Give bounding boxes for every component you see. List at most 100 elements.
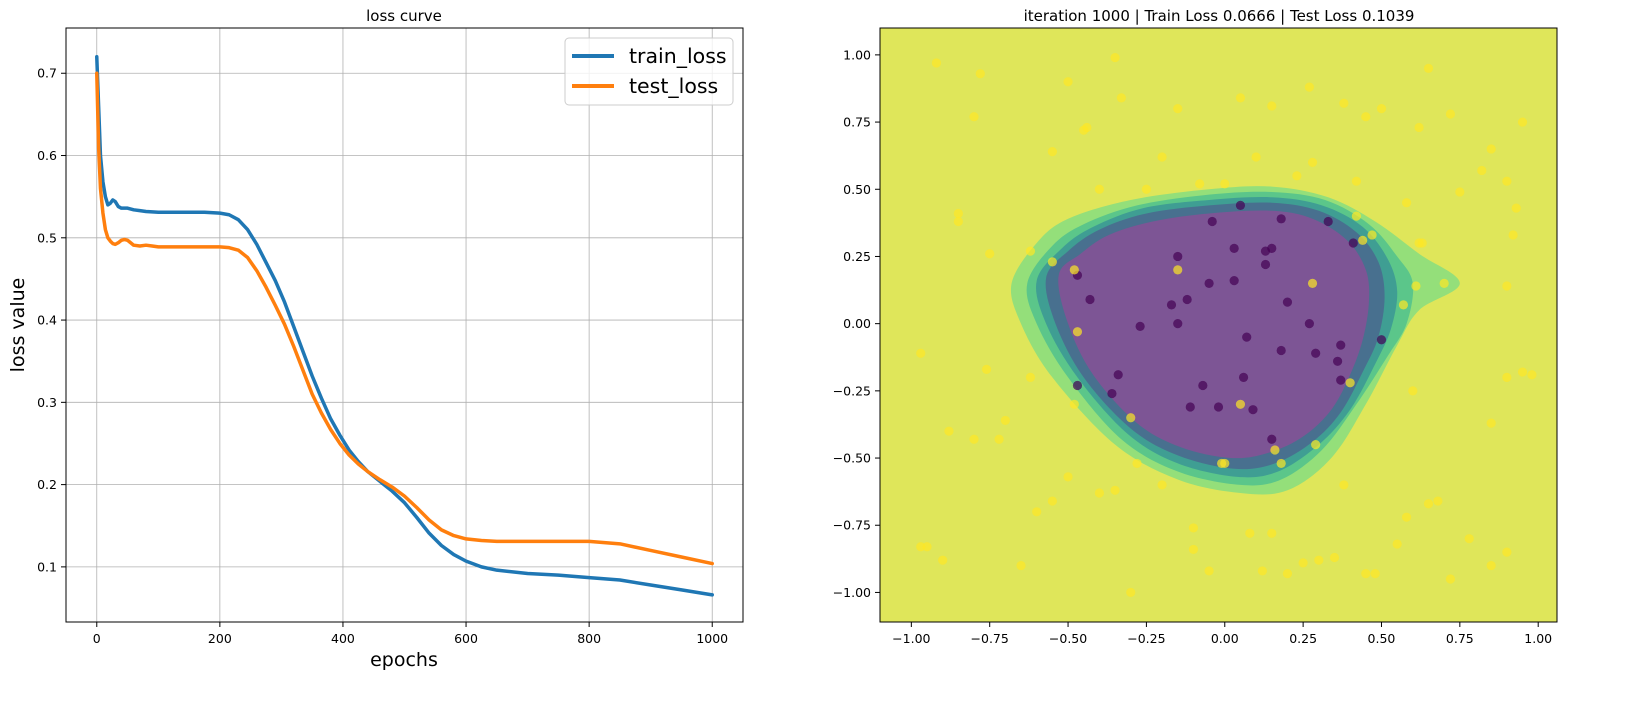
- scatter-point-class-1: [1517, 367, 1528, 377]
- scatter-point-class-1: [1016, 560, 1026, 571]
- scatter-point-class-1: [1464, 534, 1474, 544]
- scatter-point-class-1: [1370, 569, 1380, 579]
- scatter-point-class-1: [1414, 122, 1424, 133]
- y-tick-label: 0.4: [37, 313, 57, 328]
- scatter-point-class-1: [1063, 472, 1073, 482]
- x-axis-label: epochs: [370, 649, 438, 671]
- scatter-point-class-0: [1173, 251, 1183, 262]
- scatter-point-class-1: [1276, 458, 1286, 469]
- scatter-point-class-1: [1477, 165, 1487, 176]
- scatter-point-class-1: [1502, 372, 1512, 383]
- scatter-point-class-0: [1311, 348, 1321, 358]
- scatter-point-class-1: [1298, 558, 1308, 568]
- scatter-point-class-0: [1085, 294, 1095, 305]
- x-tick-label: −0.25: [1127, 631, 1165, 646]
- scatter-point-class-1: [1455, 187, 1465, 197]
- y-tick-label: 0.3: [37, 395, 57, 410]
- scatter-point-class-1: [1000, 415, 1010, 426]
- scatter-point-class-1: [1173, 265, 1183, 275]
- y-tick-label: 0.1: [37, 559, 57, 574]
- scatter-point-class-1: [1502, 281, 1512, 291]
- scatter-point-class-1: [1502, 176, 1512, 186]
- scatter-point-class-1: [1445, 574, 1456, 584]
- x-tick-label: 1.00: [1524, 631, 1552, 646]
- scatter-point-class-1: [1401, 198, 1412, 208]
- scatter-point-class-1: [1025, 246, 1036, 256]
- scatter-point-class-0: [1229, 243, 1239, 253]
- y-tick-label: −0.25: [833, 383, 871, 398]
- y-tick-label: −0.50: [833, 451, 871, 466]
- y-tick-label: 0.2: [37, 477, 57, 492]
- scatter-point-class-0: [1107, 388, 1117, 399]
- x-tick-label: 0: [93, 631, 101, 646]
- scatter-point-class-1: [1401, 512, 1412, 522]
- scatter-point-class-1: [1094, 488, 1104, 498]
- x-tick-label: 200: [208, 631, 232, 646]
- scatter-point-class-0: [1242, 332, 1252, 342]
- scatter-point-class-1: [975, 69, 985, 79]
- scatter-point-class-0: [1204, 278, 1214, 288]
- y-axis-label: loss value: [7, 278, 29, 373]
- decision-boundary-title: iteration 1000 | Train Loss 0.0666 | Tes…: [1024, 7, 1415, 25]
- scatter-point-class-1: [1257, 566, 1267, 576]
- x-tick-label: 400: [331, 631, 355, 646]
- scatter-point-class-0: [1207, 216, 1217, 227]
- scatter-point-class-1: [1517, 117, 1528, 127]
- scatter-point-class-1: [1527, 370, 1537, 380]
- series-line-train-loss: [95, 55, 714, 597]
- scatter-point-class-1: [1282, 569, 1293, 579]
- contour-level-4: [1058, 210, 1370, 459]
- y-tick-label: 0.75: [843, 115, 871, 130]
- scatter-point-class-1: [1094, 184, 1104, 194]
- y-tick-label: 0.6: [37, 148, 57, 163]
- scatter-point-class-1: [1251, 152, 1261, 162]
- scatter-point-class-0: [1323, 216, 1333, 227]
- scatter-point-class-1: [1063, 77, 1073, 87]
- scatter-point-class-1: [1235, 399, 1246, 409]
- y-tick-label: 0.50: [843, 182, 871, 197]
- scatter-point-class-0: [1185, 402, 1195, 412]
- scatter-point-class-0: [1333, 356, 1343, 366]
- scatter-point-class-1: [1195, 179, 1205, 189]
- x-tick-label: −1.00: [892, 631, 930, 646]
- scatter-point-class-1: [1358, 235, 1368, 245]
- y-tick-label: 0.7: [37, 66, 57, 81]
- scatter-point-class-1: [1157, 152, 1167, 162]
- scatter-point-class-0: [1072, 380, 1083, 391]
- y-tick-label: −1.00: [833, 585, 871, 600]
- y-tick-label: 1.00: [843, 47, 871, 62]
- scatter-point-class-1: [1047, 496, 1057, 506]
- scatter-point-class-1: [1339, 480, 1349, 490]
- scatter-point-class-1: [1132, 458, 1142, 469]
- scatter-point-class-1: [1188, 544, 1199, 555]
- scatter-point-class-1: [1345, 378, 1355, 388]
- scatter-point-class-1: [938, 555, 948, 565]
- scatter-point-class-0: [1348, 238, 1358, 248]
- y-tick-label: 0.00: [843, 316, 871, 331]
- scatter-point-class-1: [1408, 386, 1418, 396]
- scatter-point-class-1: [953, 208, 963, 219]
- scatter-point-class-1: [1433, 496, 1443, 506]
- decision-boundary-frame: [879, 27, 1558, 623]
- x-tick-label: −0.50: [1049, 631, 1087, 646]
- scatter-point-class-1: [1220, 179, 1230, 189]
- series-line-test-loss: [95, 71, 714, 566]
- scatter-point-class-1: [1376, 104, 1387, 114]
- scatter-point-class-1: [1069, 265, 1079, 275]
- scatter-point-class-1: [1292, 171, 1302, 181]
- scatter-point-class-1: [1486, 560, 1496, 571]
- scatter-point-class-0: [1182, 294, 1192, 305]
- scatter-point-class-1: [1047, 257, 1057, 267]
- scatter-point-class-1: [1351, 176, 1362, 186]
- scatter-point-class-1: [1486, 144, 1496, 154]
- scatter-point-class-1: [1445, 109, 1456, 119]
- scatter-point-class-1: [1411, 281, 1421, 291]
- x-tick-label: −0.75: [971, 631, 1009, 646]
- scatter-point-class-1: [1079, 125, 1089, 135]
- legend-label-test-loss: test_loss: [629, 74, 718, 99]
- scatter-point-class-1: [1351, 211, 1362, 221]
- scatter-point-class-0: [1276, 345, 1286, 356]
- scatter-point-class-1: [969, 112, 979, 122]
- scatter-point-class-1: [1423, 499, 1434, 509]
